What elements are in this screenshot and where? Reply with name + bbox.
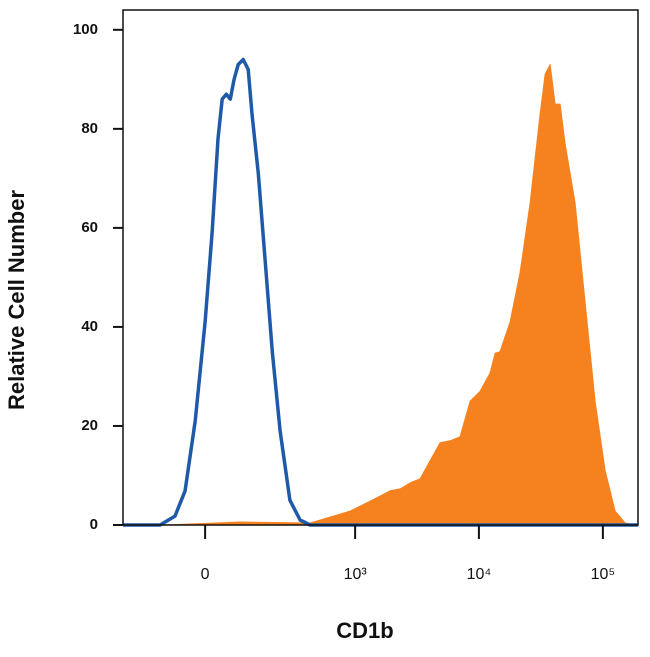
histogram-line xyxy=(123,57,638,527)
x-axis-title: CD1b xyxy=(336,618,393,643)
y-tick-label: 40 xyxy=(81,318,98,335)
y-tick-label: 80 xyxy=(81,120,98,137)
x-tick-label: 0 xyxy=(201,566,210,583)
y-axis-title: Relative Cell Number xyxy=(4,190,29,411)
plot-frame xyxy=(122,9,639,526)
x-tick-label: 10⁵ xyxy=(591,566,615,583)
histogram-area xyxy=(164,64,636,526)
x-tick-label: 10⁴ xyxy=(467,566,492,583)
y-tick-label: 0 xyxy=(90,516,98,533)
y-tick-label: 100 xyxy=(73,21,98,38)
y-tick-label: 20 xyxy=(81,417,98,434)
y-tick-label: 60 xyxy=(81,219,98,236)
x-tick-label: 10³ xyxy=(344,566,368,583)
